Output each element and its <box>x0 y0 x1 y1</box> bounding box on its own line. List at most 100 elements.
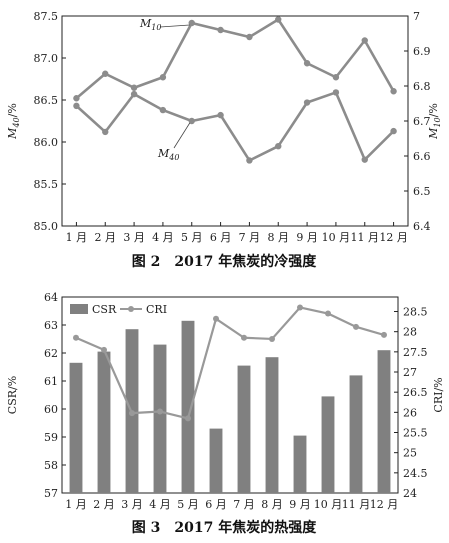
chart1-point-m40 <box>246 157 253 164</box>
label-main: M <box>157 147 170 160</box>
label-sub: 10 <box>433 117 442 127</box>
chart2-x-tick-label: 12 月 <box>370 498 399 511</box>
chart1-x-tick-label: 9 月 <box>296 231 318 244</box>
chart1-annotation-m10: M10 <box>139 17 161 32</box>
chart1-point-m10 <box>102 70 109 77</box>
cold-strength-chart: 85.0 85.5 86.0 86.5 87.0 87.5 6.4 6.5 6.6 6.7 6.8 6… <box>6 10 442 270</box>
chart1-series-line-m10 <box>75 18 395 100</box>
chart2-bar-csr <box>153 344 167 493</box>
label-unit: /% <box>427 103 440 117</box>
label-sub: 40 <box>12 117 21 128</box>
chart2-bar-csr <box>97 351 111 493</box>
chart1-annotation-leader-m10 <box>159 24 190 28</box>
chart2-left-tick-label: 62 <box>44 347 58 360</box>
chart1-point-m10 <box>159 74 167 81</box>
chart2-x-tick-label: 11 月 <box>342 498 371 511</box>
chart1-point-m10 <box>130 84 138 91</box>
chart2-left-tick-label: 64 <box>44 291 58 304</box>
chart1-point-m10 <box>217 26 224 34</box>
chart2-bar-csr <box>69 362 83 493</box>
legend-swatch-csr <box>70 304 88 314</box>
chart1-point-m10 <box>390 88 397 95</box>
chart2-x-tick-label: 7 月 <box>233 498 255 511</box>
label-unit: /% <box>6 103 19 117</box>
chart2-left-tick-label: 63 <box>44 319 58 332</box>
chart2-right-tick-label: 27 <box>403 366 417 379</box>
chart2-left-axis-label: CSR/% <box>6 376 19 414</box>
chart1-x-tick-label: 5 月 <box>181 231 203 244</box>
chart2-point-cri <box>381 331 387 338</box>
chart1-point-m10 <box>332 74 340 81</box>
chart1-point-m10 <box>303 60 311 67</box>
label-main: M <box>427 127 440 140</box>
legend-label-csr: CSR <box>92 303 117 316</box>
chart1-point-m10 <box>188 19 195 27</box>
chart1-point-m40 <box>159 106 167 114</box>
chart2-x-tick-label: 5 月 <box>177 498 199 511</box>
chart2-right-tick-label: 25.5 <box>403 427 428 440</box>
chart2-right-tick-label: 28.5 <box>403 306 428 319</box>
legend-marker-cri <box>128 306 134 312</box>
chart2-caption: 图 3 2017 年焦炭的热强度 <box>132 519 317 536</box>
chart1-series-line-m40 <box>75 91 395 162</box>
chart1-right-tick-label: 6.4 <box>413 220 431 233</box>
chart2-left-tick-label: 61 <box>44 375 58 388</box>
chart1-x-tick-label: 12 月 <box>379 231 408 244</box>
chart2-point-cri <box>325 310 331 317</box>
chart1-annotation-leader-m40 <box>173 122 191 149</box>
chart1-right-tick-label: 6.5 <box>413 185 431 198</box>
chart2-bar-csr <box>293 435 307 493</box>
chart2-series-line-cri <box>75 306 385 420</box>
chart2-right-tick-label: 24.5 <box>403 467 428 480</box>
chart2-point-cri <box>101 346 107 353</box>
chart1-annotation-m40: M40 <box>157 147 179 162</box>
chart1-point-m40 <box>188 117 195 125</box>
chart1-point-m10 <box>246 33 253 41</box>
chart1-left-tick-label: 85.5 <box>34 178 59 191</box>
chart2-marks: 57 58 59 60 61 62 63 64 24 24.5 25 25.5 26 26.5 27 27.5… <box>44 291 428 511</box>
chart1-x-tick-label: 1 月 <box>66 231 88 244</box>
chart1-left-tick-label: 87.0 <box>34 52 59 65</box>
chart1-x-tick-label: 11 月 <box>351 231 380 244</box>
chart1-right-tick-label: 6.6 <box>413 150 431 163</box>
chart1-point-m40 <box>390 127 397 135</box>
chart1-x-tick-label: 6 月 <box>210 231 232 244</box>
chart1-point-m10 <box>73 95 80 102</box>
chart2-point-cri <box>213 315 219 322</box>
chart1-point-m40 <box>303 99 311 106</box>
chart1-point-m40 <box>102 128 109 136</box>
chart2-x-tick-label: 1 月 <box>65 498 87 511</box>
chart1-x-tick-label: 2 月 <box>95 231 117 244</box>
chart1-right-tick-label: 6.8 <box>413 80 431 93</box>
chart2-point-cri <box>241 334 247 341</box>
chart1-right-tick-label: 6.7 <box>413 115 431 128</box>
chart2-right-tick-label: 26 <box>403 406 417 419</box>
chart1-x-tick-label: 4 月 <box>152 231 174 244</box>
chart2-x-tick-label: 2 月 <box>93 498 115 511</box>
chart2-x-tick-label: 9 月 <box>289 498 311 511</box>
label-sub: 40 <box>168 153 179 162</box>
chart2-point-cri <box>269 335 275 342</box>
chart1-point-m40 <box>332 89 340 96</box>
chart2-bar-csr <box>265 357 279 493</box>
chart2-bar-csr <box>321 396 335 493</box>
chart2-right-tick-label: 27.5 <box>403 346 428 359</box>
chart2-bar-csr <box>237 365 251 493</box>
chart2-point-cri <box>73 334 79 341</box>
label-main: M <box>139 17 152 30</box>
chart1-left-tick-label: 86.0 <box>34 136 59 149</box>
chart2-left-tick-label: 58 <box>44 459 58 472</box>
chart1-x-tick-label: 10 月 <box>322 231 351 244</box>
chart2-plot-frame <box>61 296 399 494</box>
chart2-right-tick-label: 26.5 <box>403 386 428 399</box>
chart1-left-tick-label: 87.5 <box>34 10 59 23</box>
label-sub: 10 <box>151 23 161 32</box>
chart2-bar-csr <box>181 320 195 493</box>
chart1-right-tick-label: 6.9 <box>413 45 431 58</box>
chart2-x-tick-label: 3 月 <box>121 498 143 511</box>
chart1-right-axis-label: M10/% <box>427 103 442 140</box>
chart2-point-cri <box>353 323 359 330</box>
chart1-point-m40 <box>361 156 368 163</box>
chart2-bar-csr <box>349 375 363 493</box>
